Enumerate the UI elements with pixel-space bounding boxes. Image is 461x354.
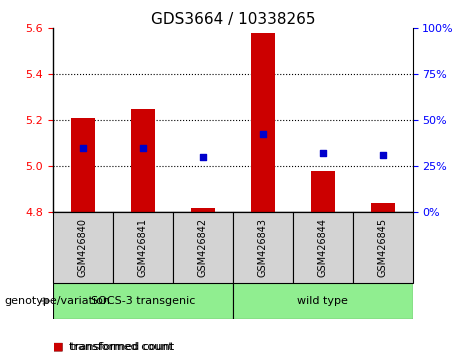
Text: ■  transformed count: ■ transformed count [53,342,174,352]
Point [199,154,207,160]
Bar [113,212,173,283]
Text: SOCS-3 transgenic: SOCS-3 transgenic [91,296,195,306]
Point [379,152,386,158]
Bar [131,109,155,212]
Bar [173,212,233,283]
Bar [53,212,113,283]
Point [139,145,147,151]
Text: GSM426840: GSM426840 [78,218,88,277]
Bar [53,283,233,319]
Text: GSM426844: GSM426844 [318,218,328,277]
Bar [371,203,395,212]
Bar [233,212,293,283]
Text: transformed count: transformed count [69,342,173,352]
Bar [71,118,95,212]
Bar [293,212,353,283]
Point [319,150,326,155]
Bar [233,283,413,319]
Text: genotype/variation: genotype/variation [5,296,111,306]
Point [79,145,87,151]
Text: ■: ■ [53,342,64,352]
Text: GSM426841: GSM426841 [138,218,148,277]
Bar [251,33,275,212]
Text: wild type: wild type [297,296,348,306]
Bar [353,212,413,283]
Text: GSM426842: GSM426842 [198,218,208,278]
Bar [311,171,335,212]
Text: GSM426843: GSM426843 [258,218,268,277]
Text: GSM426845: GSM426845 [378,218,388,278]
Point [259,131,266,137]
Bar [191,208,215,212]
Title: GDS3664 / 10338265: GDS3664 / 10338265 [151,12,315,27]
